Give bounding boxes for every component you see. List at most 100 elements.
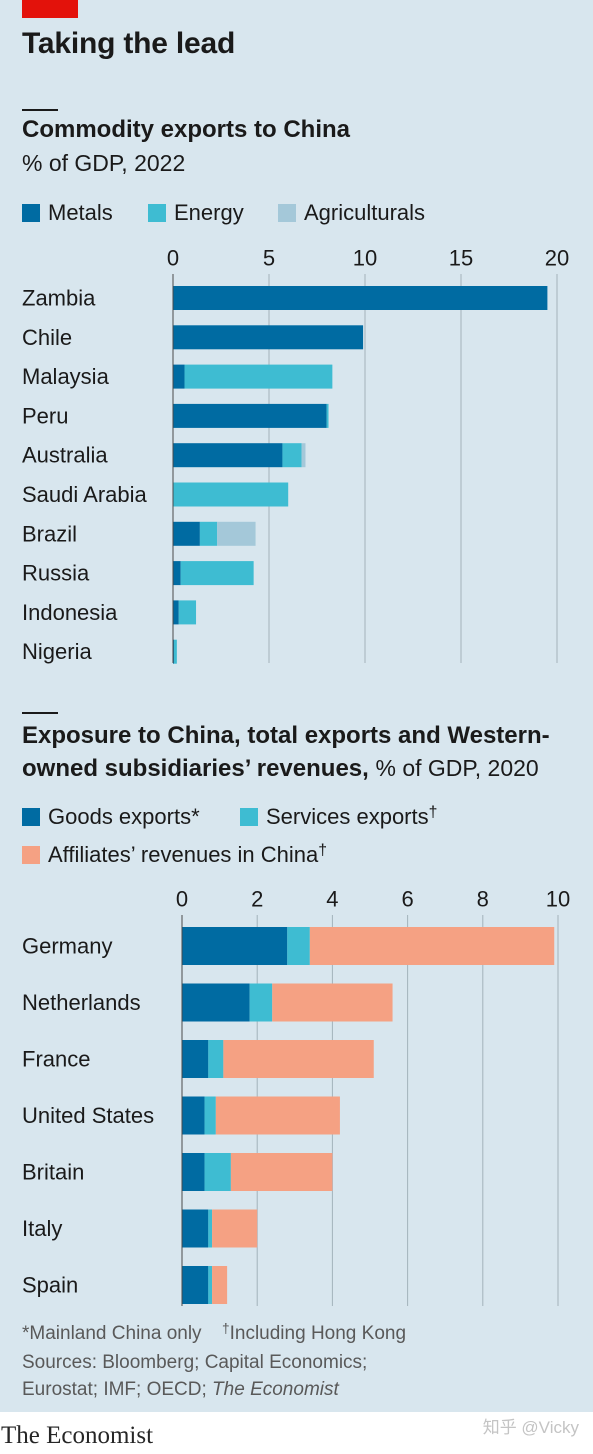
bar-row-nigeria: Nigeria (22, 639, 177, 664)
bar-italy-goods-exports (182, 1209, 209, 1248)
bar-brazil-metals (173, 521, 200, 546)
bar-nigeria-energy (173, 639, 177, 664)
bar-zambia-metals (173, 286, 548, 310)
bar-australia-metals (173, 443, 283, 468)
bar-row-saudi-arabia: Saudi Arabia (22, 482, 289, 507)
category-label: Zambia (22, 286, 96, 311)
chart-2-title: Exposure to China, total exports and Wes… (22, 722, 550, 782)
bar-italy-services-exports (208, 1209, 213, 1248)
bar-row-russia: Russia (22, 561, 254, 586)
bar-russia-energy (180, 561, 254, 586)
gridlines (268, 274, 558, 663)
chart-2-heading: Exposure to China, total exports and Wes… (22, 720, 587, 785)
bar-australia-energy (282, 443, 302, 468)
brand-tag (22, 0, 78, 18)
legend-label: Goods exports* (48, 804, 200, 829)
category-label: Italy (22, 1216, 62, 1241)
bar-britain-goods-exports (182, 1153, 205, 1191)
category-label: Indonesia (22, 600, 118, 625)
legend-item-agriculturals: Agriculturals (278, 200, 425, 226)
legend-item-energy: Energy (148, 200, 244, 226)
sources-italic: The Economist (212, 1379, 339, 1400)
commodity-exports-chart: 0 5 10 15 20 Zambia Chile Malaysia Peru Australia… (22, 246, 569, 665)
footnote: †Including Hong Kong (222, 1320, 407, 1344)
category-label: Russia (22, 561, 90, 586)
x-tick-label: 8 (477, 887, 489, 912)
bar-chile-metals (173, 325, 364, 350)
bar-row-italy: Italy (22, 1209, 258, 1248)
bar-italy-affiliates-revenues-in-china (212, 1209, 258, 1248)
x-tick-label: 2 (251, 887, 263, 912)
x-tick-label: 6 (401, 887, 413, 912)
legend-swatch (22, 846, 40, 864)
category-label: France (22, 1047, 90, 1072)
chart-2-subtitle: % of GDP, 2020 (375, 755, 539, 781)
bar-row-zambia: Zambia (22, 286, 548, 311)
bar-australia-agriculturals (301, 443, 306, 468)
bar-row-indonesia: Indonesia (22, 600, 197, 625)
footnote: *Mainland China only (22, 1323, 202, 1344)
chart-1-rule (22, 109, 58, 111)
bar-britain-affiliates-revenues-in-china (230, 1153, 333, 1191)
bar-united-states-affiliates-revenues-in-china (215, 1096, 340, 1135)
bar-germany-goods-exports (182, 927, 288, 965)
bar-russia-metals (173, 561, 181, 586)
bar-peru-metals (173, 403, 327, 428)
bar-row-britain: Britain (22, 1153, 333, 1191)
bar-malaysia-energy (184, 364, 333, 389)
category-label: Malaysia (22, 364, 110, 389)
sources-text: Sources: Bloomberg; Capital Economics; E… (22, 1352, 368, 1400)
chart-2-rule (22, 712, 58, 714)
brand-logo-text: The Economist (1, 1422, 154, 1449)
exposure-to-china-chart: 0 2 4 6 8 10 Germany Netherlands France United St… (22, 887, 570, 1306)
bars: Germany Netherlands France United States Bri… (22, 927, 555, 1304)
legend-item-goods-exports: Goods exports* (22, 804, 200, 830)
bar-netherlands-services-exports (249, 983, 273, 1022)
legend-label: Metals (48, 200, 113, 225)
legend-item-affiliates-revenues: Affiliates’ revenues in China† (22, 842, 327, 868)
chart-1-title: Commodity exports to China (22, 116, 351, 143)
legend-swatch (22, 204, 40, 222)
legend-swatch (22, 808, 40, 826)
bar-indonesia-metals (173, 600, 179, 625)
category-label: United States (22, 1103, 154, 1128)
legend-swatch (240, 808, 258, 826)
category-label: Chile (22, 325, 72, 350)
bar-row-united-states: United States (22, 1096, 340, 1135)
sources-note: Sources: Bloomberg; Capital Economics; E… (22, 1349, 402, 1403)
legend-item-metals: Metals (22, 200, 113, 226)
bar-row-peru: Peru (22, 403, 329, 428)
bar-spain-services-exports (208, 1266, 213, 1304)
x-axis-ticks: 0 2 4 6 8 10 (176, 887, 570, 912)
bar-united-states-services-exports (204, 1096, 216, 1135)
bar-row-spain: Spain (22, 1266, 228, 1304)
category-label: Brazil (22, 521, 77, 546)
category-label: Peru (22, 403, 68, 428)
bar-france-affiliates-revenues-in-china (223, 1040, 374, 1078)
bar-brazil-energy (199, 521, 218, 546)
bar-saudi-arabia-energy (173, 482, 289, 507)
bar-netherlands-affiliates-revenues-in-china (272, 983, 393, 1022)
bars: Zambia Chile Malaysia Peru Australia Saudi Ar… (22, 286, 548, 664)
legend-swatch (148, 204, 166, 222)
category-label: Spain (22, 1273, 78, 1298)
category-label: Nigeria (22, 639, 92, 664)
bar-row-malaysia: Malaysia (22, 364, 333, 389)
bar-france-services-exports (208, 1040, 224, 1078)
legend-item-services-exports: Services exports† (240, 804, 437, 830)
bar-germany-affiliates-revenues-in-china (309, 927, 555, 965)
bar-row-australia: Australia (22, 443, 306, 468)
x-tick-label: 20 (545, 246, 569, 271)
legend-label: Energy (174, 200, 244, 225)
bar-row-france: France (22, 1040, 374, 1078)
bar-malaysia-metals (173, 364, 185, 389)
bar-britain-services-exports (204, 1153, 231, 1191)
bar-indonesia-energy (178, 600, 197, 625)
bar-spain-goods-exports (182, 1266, 209, 1304)
bar-united-states-goods-exports (182, 1096, 205, 1135)
legend-label: Services exports† (266, 803, 438, 829)
x-tick-label: 0 (167, 246, 179, 271)
x-tick-label: 10 (546, 887, 570, 912)
chart-1-subtitle: % of GDP, 2022 (22, 150, 186, 176)
legend-swatch (278, 204, 296, 222)
